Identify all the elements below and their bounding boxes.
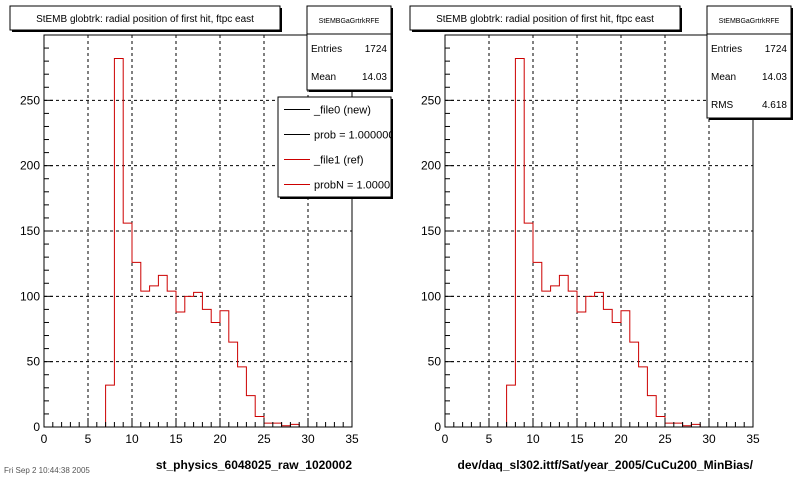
x-tick-label: 0	[41, 432, 48, 446]
x-tick-label: 20	[614, 432, 628, 446]
stats-label: Mean	[711, 72, 736, 83]
x-axis-label: dev/daq_sl302.ittf/Sat/year_2005/CuCu200…	[458, 458, 754, 472]
x-tick-label: 35	[345, 432, 359, 446]
stats-value: 14.03	[362, 72, 387, 83]
x-tick-label: 30	[702, 432, 716, 446]
y-tick-label: 250	[421, 93, 441, 107]
legend: _file0 (new) prob = 1.000000 _file1 (ref) p…	[277, 96, 402, 199]
legend-label: _file0 (new)	[313, 105, 371, 117]
x-axis-label: st_physics_6048025_raw_1020002	[156, 458, 352, 472]
stats-value: 1724	[365, 44, 388, 55]
legend-label: _file1 (ref)	[313, 155, 364, 167]
x-tick-label: 5	[486, 432, 493, 446]
y-tick-label: 150	[421, 224, 441, 238]
legend-box	[277, 96, 392, 198]
legend-label: probN = 1.000000	[314, 180, 402, 192]
y-tick-label: 200	[20, 159, 40, 173]
stats-box	[306, 5, 392, 91]
y-tick-label: 100	[20, 289, 40, 303]
stats-label: Entries	[311, 44, 342, 55]
x-tick-label: 10	[125, 432, 139, 446]
y-tick-label: 50	[428, 355, 442, 369]
stats-label: RMS	[711, 100, 734, 111]
x-tick-label: 30	[301, 432, 315, 446]
y-tick-label: 150	[20, 224, 40, 238]
stats-box	[706, 5, 792, 119]
histogram-line	[445, 58, 753, 428]
stats-value: 14.03	[762, 72, 787, 83]
y-tick-label: 200	[421, 159, 441, 173]
x-tick-label: 25	[658, 432, 672, 446]
x-tick-label: 35	[746, 432, 760, 446]
stats-value: 4.618	[762, 100, 787, 111]
x-tick-label: 20	[213, 432, 227, 446]
y-tick-label: 250	[20, 93, 40, 107]
y-tick-label: 0	[33, 420, 40, 434]
histogram-panel-1: 0 5 10 15 20 25 30 35 0 50 100 150 200 250 st_physics_…	[9, 5, 402, 472]
x-tick-label: 10	[526, 432, 540, 446]
stats-name: StEMBGaGrtrkRFE	[319, 18, 380, 25]
x-tick-label: 0	[442, 432, 449, 446]
legend-entries: _file0 (new) prob = 1.000000 _file1 (ref) p…	[284, 105, 402, 192]
chart-title: StEMB globtrk: radial position of first …	[436, 14, 654, 25]
title-box	[409, 5, 681, 31]
x-tick-label: 5	[85, 432, 92, 446]
stats-label: Mean	[311, 72, 336, 83]
legend-label: prob = 1.000000	[314, 130, 394, 142]
chart-title: StEMB globtrk: radial position of first …	[36, 14, 254, 25]
title-box	[9, 5, 281, 31]
x-tick-label: 25	[257, 432, 271, 446]
y-tick-label: 50	[27, 355, 41, 369]
timestamp-footnote: Fri Sep 2 10:44:38 2005	[4, 466, 90, 475]
histogram-panel-2: 0 5 10 15 20 25 30 35 0 50 100 150 200 250 dev/daq_sl3…	[409, 5, 793, 472]
plot-frame	[43, 34, 353, 428]
x-tick-label: 15	[570, 432, 584, 446]
histogram-line	[44, 58, 352, 428]
plot-frame	[444, 34, 754, 428]
stats-value: 1724	[765, 44, 788, 55]
x-tick-label: 15	[169, 432, 183, 446]
stats-label: Entries	[711, 44, 742, 55]
y-tick-label: 100	[421, 289, 441, 303]
y-tick-label: 0	[434, 420, 441, 434]
stats-name: StEMBGaGrtrkRFE	[719, 18, 780, 25]
